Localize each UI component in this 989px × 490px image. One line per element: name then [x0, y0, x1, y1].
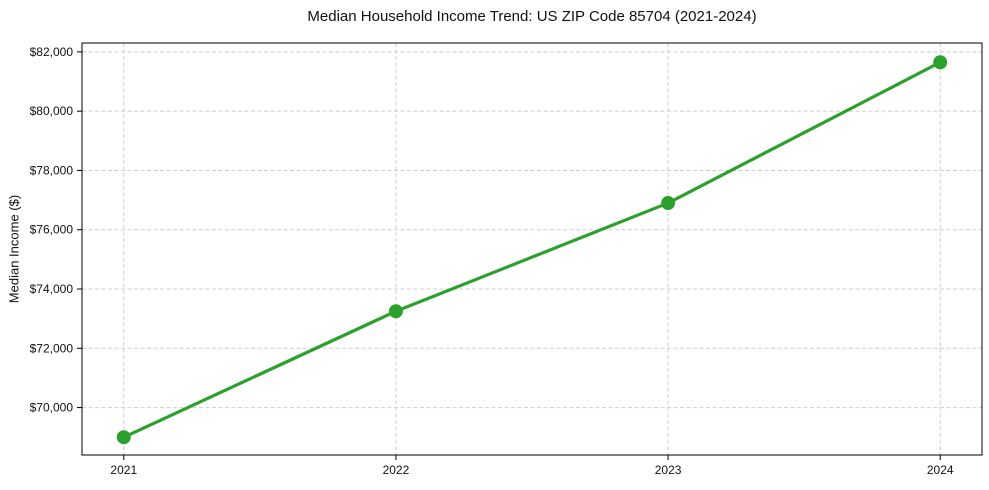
y-tick-label: $74,000: [30, 282, 74, 296]
data-point-2023: [661, 196, 676, 211]
data-point-2024: [933, 55, 948, 70]
plot-border: [81, 42, 983, 456]
y-tick-label: $82,000: [30, 45, 74, 59]
data-point-2022: [388, 304, 403, 319]
y-tick-label: $76,000: [30, 223, 74, 237]
x-tick-label: 2024: [927, 463, 954, 477]
y-tick-label: $80,000: [30, 104, 74, 118]
chart-title: Median Household Income Trend: US ZIP Co…: [307, 8, 757, 25]
x-tick-label: 2023: [655, 463, 682, 477]
data-point-2021: [116, 430, 131, 445]
y-tick-label: $78,000: [30, 163, 74, 177]
x-tick-label: 2021: [110, 463, 137, 477]
y-tick-label: $70,000: [30, 401, 74, 415]
y-tick-label: $72,000: [30, 341, 74, 355]
x-tick-label: 2022: [383, 463, 410, 477]
income-trend-line: [122, 60, 942, 439]
